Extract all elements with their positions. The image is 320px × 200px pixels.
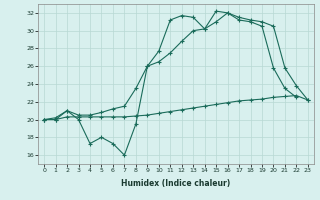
X-axis label: Humidex (Indice chaleur): Humidex (Indice chaleur) (121, 179, 231, 188)
